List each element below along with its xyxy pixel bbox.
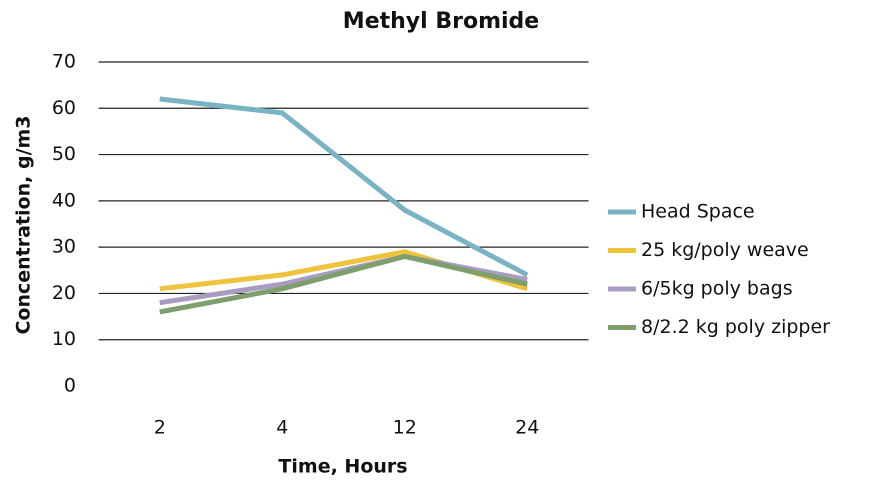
y-tick-label: 30 (52, 236, 76, 258)
y-tick-label: 60 (52, 97, 76, 119)
legend-label: Head Space (641, 201, 755, 223)
legend-label: 25 kg/poly weave (641, 239, 809, 261)
y-tick-label: 40 (52, 189, 76, 211)
x-tick-label: 2 (154, 417, 166, 439)
legend-label: 6/5kg poly bags (641, 278, 793, 300)
x-tick-label: 12 (393, 417, 417, 439)
y-axis-label: Concentration, g/m3 (13, 115, 35, 334)
x-tick-label: 24 (515, 417, 539, 439)
legend-label: 8/2.2 kg poly zipper (641, 316, 830, 338)
y-tick-label: 50 (52, 143, 76, 165)
series-line (159, 96, 529, 278)
y-tick-label: 20 (52, 282, 76, 304)
x-tick-label: 4 (276, 417, 288, 439)
chart-title: Methyl Bromide (343, 9, 539, 34)
y-tick-label: 70 (52, 51, 76, 73)
y-tick-label: 10 (52, 328, 76, 350)
y-tick-label: 0 (64, 375, 76, 397)
x-axis-label: Time, Hours (278, 456, 407, 478)
series-line (159, 253, 528, 315)
